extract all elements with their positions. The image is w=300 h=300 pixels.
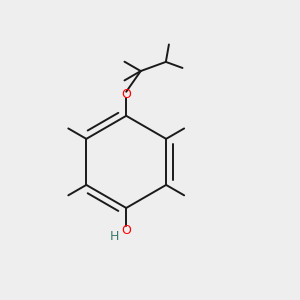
Text: H: H xyxy=(110,230,120,243)
Text: O: O xyxy=(121,224,131,237)
Text: O: O xyxy=(121,88,131,100)
